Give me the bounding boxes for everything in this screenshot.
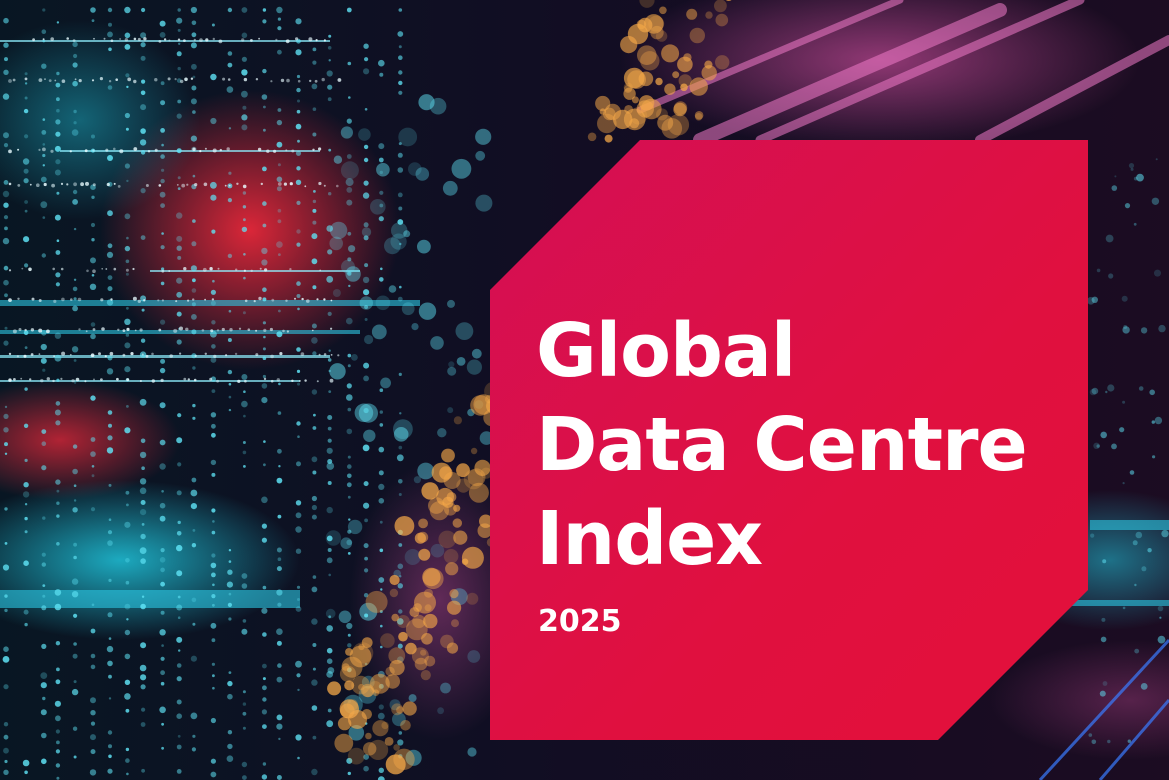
- title-line-3: Index: [536, 496, 763, 582]
- title-line-2: Data Centre: [536, 402, 1028, 488]
- title-panel: [490, 140, 1088, 740]
- title-line-1: Global: [536, 308, 796, 394]
- report-year: 2025: [538, 604, 622, 639]
- report-title: Global Data Centre Index: [536, 304, 1028, 586]
